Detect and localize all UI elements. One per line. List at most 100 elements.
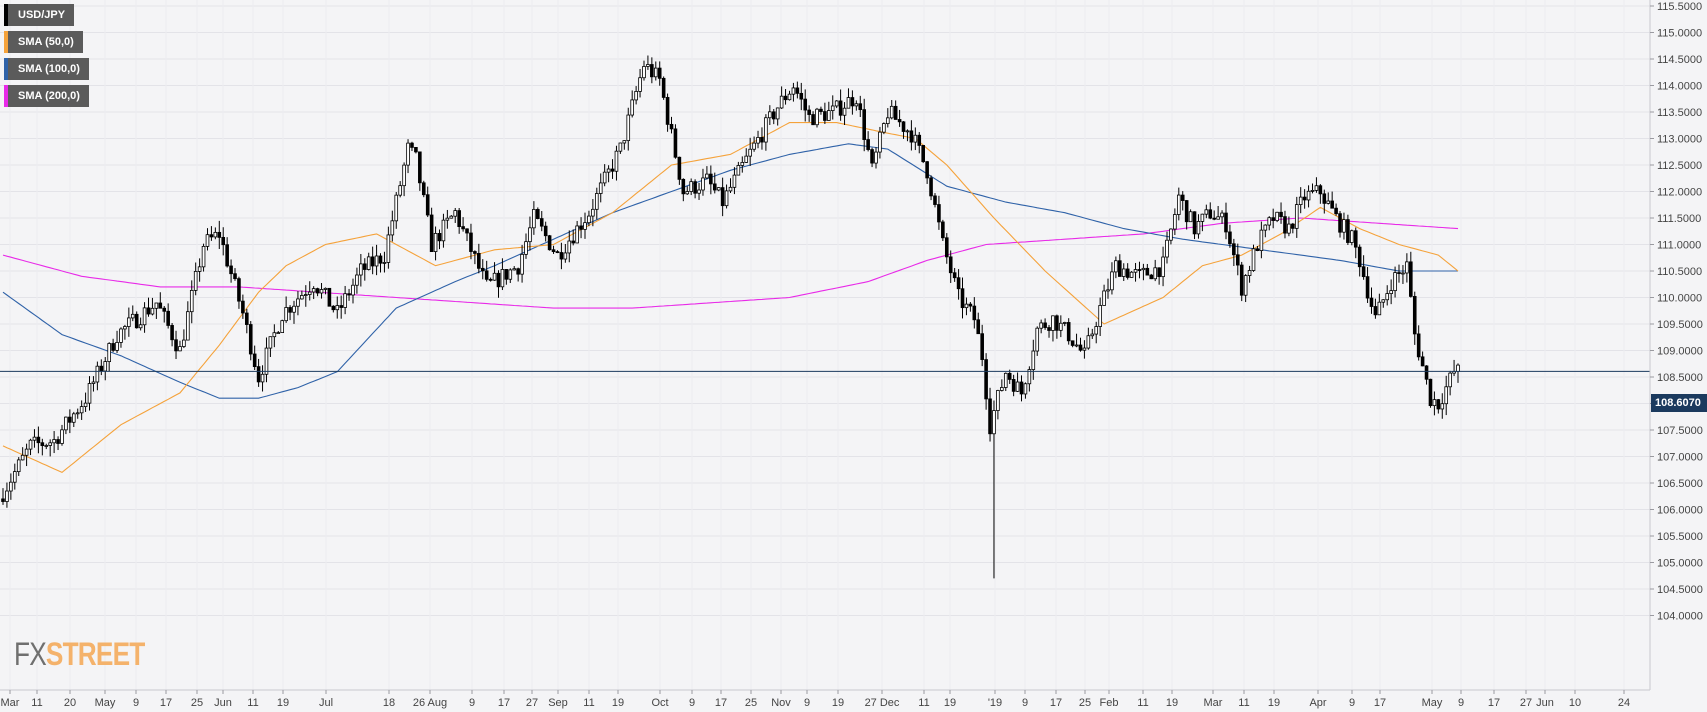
candle <box>1448 370 1452 396</box>
candle <box>264 337 269 383</box>
candle-body-up <box>1377 301 1382 316</box>
candle-body-up <box>182 339 186 347</box>
candle <box>850 90 855 115</box>
candle <box>1247 265 1252 283</box>
fxstreet-logo: FXSTREET <box>14 636 145 673</box>
candle <box>976 312 981 335</box>
candle-body-down <box>1346 219 1350 243</box>
candle <box>952 267 957 282</box>
candle <box>1031 339 1036 380</box>
candle-body-down <box>1043 322 1047 328</box>
candle-body-up <box>736 165 741 176</box>
candle-body-up <box>60 429 64 444</box>
x-tick-label: 24 <box>1618 697 1630 709</box>
candle <box>929 175 933 201</box>
candle <box>1110 262 1114 295</box>
candle <box>130 305 135 322</box>
candle-body-up <box>24 448 29 456</box>
x-tick-label: Apr <box>1309 697 1326 709</box>
candle-body-down <box>819 108 823 112</box>
candle-body-down <box>209 234 214 238</box>
candle <box>1436 398 1441 414</box>
candle <box>1161 246 1165 287</box>
candle <box>1027 366 1032 392</box>
candle <box>1342 212 1346 240</box>
candle <box>539 211 544 232</box>
candle-body-down <box>555 251 560 254</box>
candle-body-up <box>1243 275 1248 296</box>
candle <box>237 276 241 309</box>
candle <box>343 285 347 315</box>
candle <box>1125 263 1130 280</box>
sma-50-path <box>2 122 1459 474</box>
candle-body-up <box>594 193 599 210</box>
y-tick-label: 105.5000 <box>1657 531 1703 543</box>
legend-item-sma-100[interactable]: SMA (100,0) <box>4 58 89 80</box>
candle-body-up <box>1259 229 1264 251</box>
candle <box>925 160 929 184</box>
candle-body-down <box>1428 378 1433 407</box>
candle-body-up <box>744 155 749 163</box>
candle-body-down <box>838 100 843 116</box>
y-tick-label: 114.5000 <box>1657 54 1702 66</box>
candle-body-down <box>988 398 992 435</box>
x-tick-label: Jun <box>1536 697 1554 709</box>
candle-body-up <box>343 293 347 308</box>
candle-body-down <box>1228 231 1232 245</box>
x-tick-label: 11 <box>918 697 929 709</box>
candle <box>441 213 446 248</box>
candle-body-up <box>567 240 572 254</box>
candle-body-up <box>996 390 1000 411</box>
candle-body-down <box>484 270 489 280</box>
candle <box>213 227 218 240</box>
candle <box>1409 251 1413 298</box>
legend-item-sma-200[interactable]: SMA (200,0) <box>4 85 89 107</box>
candle <box>1098 297 1102 337</box>
candle <box>885 108 890 128</box>
candle <box>744 148 749 163</box>
x-tick-label: May <box>1422 697 1443 709</box>
candle-body-down <box>248 324 253 355</box>
candle <box>182 329 186 349</box>
candle-body-up <box>1062 322 1067 324</box>
candle-body-up <box>32 436 37 441</box>
legend-item-sma-50[interactable]: SMA (50,0) <box>4 31 83 53</box>
candle-body-up <box>260 373 265 383</box>
candle-body-down <box>362 263 367 270</box>
candle <box>1405 253 1409 283</box>
candle <box>1196 214 1201 239</box>
candle-body-down <box>1208 209 1213 219</box>
candle <box>996 389 1000 420</box>
candle-body-down <box>870 149 874 164</box>
candle-body-down <box>901 121 906 132</box>
candle <box>9 473 13 500</box>
candle <box>1094 321 1099 344</box>
logo-street: STREET <box>45 636 145 672</box>
candle <box>799 82 804 111</box>
candle-body-up <box>1448 372 1452 388</box>
candle-body-up <box>653 67 658 78</box>
candle <box>111 338 115 353</box>
candle-body-down <box>370 256 375 267</box>
candle <box>559 242 564 270</box>
candle <box>870 147 874 168</box>
candle <box>838 89 843 121</box>
candle-body-down <box>166 310 170 326</box>
x-tick-label: 27 Dec <box>865 697 900 709</box>
legend-item-usdjpy[interactable]: USD/JPY <box>4 4 75 26</box>
candle <box>20 447 25 461</box>
legend-label: USD/JPY <box>18 9 66 21</box>
candle <box>1043 318 1047 330</box>
candle <box>323 287 328 295</box>
candle-body-down <box>909 130 914 143</box>
candle-body-down <box>252 353 257 368</box>
candle-body-down <box>1322 193 1327 204</box>
candle <box>988 387 992 442</box>
candle-body-down <box>952 272 957 279</box>
candle <box>1279 202 1283 224</box>
candle <box>123 324 127 340</box>
candle <box>469 223 473 260</box>
candle <box>1397 264 1401 283</box>
candle <box>944 233 949 264</box>
